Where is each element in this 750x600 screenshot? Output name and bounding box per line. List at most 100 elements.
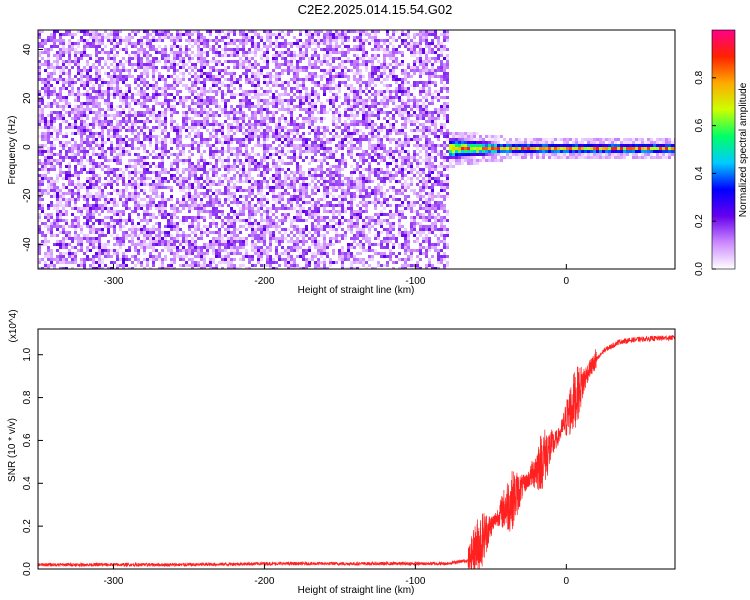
spectrogram-cell [293, 120, 296, 123]
spectrogram-cell [50, 39, 53, 42]
spectrogram-cell [203, 39, 206, 42]
spectrogram-cell [149, 129, 152, 132]
spectrogram-cell [53, 138, 56, 141]
spectrogram-cell [122, 150, 125, 153]
spectrogram-cell [137, 126, 140, 129]
spectrogram-cell [299, 216, 302, 219]
spectrogram-cell [173, 177, 176, 180]
spectrogram-cell [218, 168, 221, 171]
spectrogram-cell [44, 162, 47, 165]
spectrogram-cell [86, 237, 89, 240]
spectrogram-cell [215, 195, 218, 198]
spectrogram-cell [62, 60, 65, 63]
spectrogram-cell [230, 252, 233, 255]
spectrogram-cell [254, 252, 257, 255]
spectrogram-cell [92, 63, 95, 66]
spectrogram-cell [50, 162, 53, 165]
spectrogram-cell [224, 261, 227, 264]
spectrogram-cell [290, 222, 293, 225]
spectrogram-cell [155, 141, 158, 144]
spectrogram-cell [77, 177, 80, 180]
spectrogram-cell [65, 99, 68, 102]
spectrogram-cell [128, 63, 131, 66]
spectrogram-cell [308, 60, 311, 63]
spectrogram-cell [95, 102, 98, 105]
spectrogram-cell [143, 231, 146, 234]
spectrogram-cell [179, 189, 182, 192]
spectrogram-cell [272, 120, 275, 123]
spectrogram-cell [200, 174, 203, 177]
spectrogram-cell [308, 210, 311, 213]
spectrogram-cell [83, 183, 86, 186]
spectrogram-cell [233, 162, 236, 165]
spectrogram-cell [77, 192, 80, 195]
spectrogram-cell [95, 36, 98, 39]
spectrogram-cell [89, 267, 92, 269]
spectrogram-cell [203, 87, 206, 90]
spectrogram-cell [191, 63, 194, 66]
spectrogram-cell [71, 246, 74, 249]
spectrogram-cell [170, 141, 173, 144]
spectrogram-cell [212, 180, 215, 183]
spectrogram-cell [239, 153, 242, 156]
spectrogram-cell [140, 48, 143, 51]
spectrogram-cell [230, 192, 233, 195]
spectrogram-cell [128, 90, 131, 93]
spectrogram-cell [242, 174, 245, 177]
spectrogram-cell [149, 165, 152, 168]
spectrogram-cell [251, 216, 254, 219]
spectrogram-cell [308, 93, 311, 96]
spectrogram-cell [305, 30, 308, 33]
spectrogram-cell [290, 138, 293, 141]
spectrogram-cell [182, 57, 185, 60]
spectrogram-cell [290, 198, 293, 201]
spectrogram-cell [227, 264, 230, 267]
spectrogram-cell [269, 264, 272, 267]
spectrogram-cell [269, 129, 272, 132]
spectrogram-cell [278, 159, 281, 162]
spectrogram-cell [317, 138, 320, 141]
spectrogram-cell [269, 120, 272, 123]
spectrogram-cell [257, 48, 260, 51]
spectrogram-cell [41, 78, 44, 81]
spectrogram-cell [212, 51, 215, 54]
spectrogram-cell [104, 90, 107, 93]
spectrogram-cell [281, 81, 284, 84]
spectrogram-cell [290, 225, 293, 228]
spectrogram-cell [83, 45, 86, 48]
spectrogram-cell [251, 30, 254, 33]
spectrogram-cell [83, 123, 86, 126]
spectrogram-cell [92, 204, 95, 207]
spectrogram-cell [122, 108, 125, 111]
spectrogram-cell [236, 123, 239, 126]
spectrogram-cell [92, 138, 95, 141]
spectrogram-cell [236, 147, 239, 150]
spectrogram-cell [98, 162, 101, 165]
spectrogram-cell [266, 198, 269, 201]
spectrogram-cell [113, 87, 116, 90]
spectrogram-cell [134, 165, 137, 168]
spectrogram-cell [143, 216, 146, 219]
spectrogram-cell [131, 231, 134, 234]
spectrogram-cell [77, 87, 80, 90]
spectrogram-cell [44, 138, 47, 141]
spectrogram-cell [143, 183, 146, 186]
spectrogram-cell [104, 222, 107, 225]
spectrogram-cell [170, 147, 173, 150]
spectrogram-cell [65, 156, 68, 159]
spectrogram-cell [110, 201, 113, 204]
spectrogram-cell [101, 195, 104, 198]
spectrogram-cell [128, 39, 131, 42]
spectrogram-cell [317, 111, 320, 114]
spectrogram-cell [95, 255, 98, 258]
spectrogram-cell [68, 249, 71, 252]
spectrogram-cell [161, 231, 164, 234]
spectrogram-cell [56, 30, 59, 33]
spectrogram-cell [296, 240, 299, 243]
spectrogram-cell [233, 258, 236, 261]
spectrogram-cell [170, 60, 173, 63]
spectrogram-cell [236, 129, 239, 132]
spectrogram-cell [62, 108, 65, 111]
spectrogram-cell [305, 75, 308, 78]
spectrogram-cell [170, 195, 173, 198]
